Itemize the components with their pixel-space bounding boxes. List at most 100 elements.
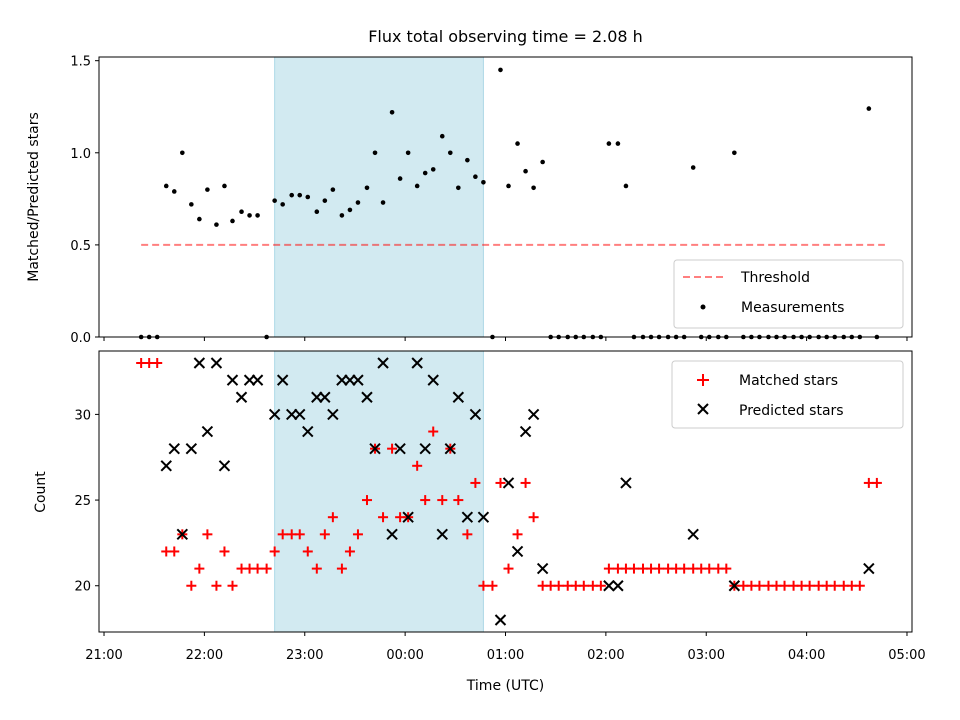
measurement-point — [222, 183, 227, 189]
predicted-stars-point — [444, 442, 457, 455]
matched-stars-point — [428, 426, 439, 437]
predicted-stars-point — [160, 460, 172, 472]
predicted-stars-point — [519, 425, 532, 438]
measurement-point — [322, 198, 328, 203]
predicted-stars-point — [394, 442, 406, 455]
matched-stars-point — [578, 580, 589, 591]
measurement-point — [606, 141, 612, 146]
matched-stars-point — [302, 546, 313, 557]
matched-stars-point — [194, 563, 205, 574]
matched-stars-point — [779, 580, 790, 591]
x-tick-label: 04:00 — [788, 648, 825, 663]
predicted-stars-point — [235, 391, 248, 403]
matched-stars-point — [453, 495, 464, 506]
measurement-point — [247, 213, 252, 218]
x-tick-label: 03:00 — [688, 648, 725, 663]
x-tick-label: 21:00 — [85, 648, 122, 663]
matched-stars-point — [412, 460, 423, 471]
measurement-point — [364, 185, 370, 191]
measurement-point — [189, 202, 194, 207]
measurement-point — [297, 192, 303, 198]
predicted-stars-point — [369, 442, 381, 455]
y-tick-label: 20 — [74, 580, 91, 595]
matched-stars-point — [829, 580, 840, 591]
predicted-stars-point — [251, 374, 264, 386]
measurement-point — [623, 183, 629, 189]
matched-stars-point — [854, 580, 865, 591]
predicted-stars-point — [176, 528, 189, 541]
legend-matched-swatch — [697, 374, 709, 386]
measurement-point — [473, 174, 478, 180]
count-panel: 21:00 22:00 23:00 00:00 01:00 02:00 03:00 04:00… — [33, 350, 926, 694]
predicted-stars-point — [218, 460, 231, 472]
x-tick-label: 23:00 — [286, 648, 323, 663]
matched-stars-point — [387, 443, 398, 454]
x-axis-label: Time (UTC) — [466, 678, 544, 694]
matched-stars-point — [269, 546, 280, 557]
measurement-point — [447, 150, 453, 156]
measurement-point — [405, 150, 411, 156]
matched-stars-point — [311, 563, 322, 574]
matched-stars-point — [478, 580, 489, 591]
matched-stars-point — [595, 580, 606, 591]
predicted-stars-point — [687, 528, 699, 541]
measurement-point — [523, 168, 528, 174]
predicted-stars-point — [268, 408, 281, 421]
matched-stars-point — [704, 563, 715, 574]
measurement-point — [615, 141, 621, 146]
count-y-axis-label: Count — [33, 471, 49, 513]
measurement-point — [330, 187, 336, 192]
predicted-stars-point — [536, 562, 549, 575]
measurement-point — [230, 218, 235, 224]
measurement-point — [732, 150, 737, 156]
predicted-stars-point — [361, 391, 373, 403]
matched-stars-point — [152, 357, 163, 368]
measurement-point — [456, 185, 461, 191]
matched-stars-point — [261, 563, 272, 574]
measurement-point — [498, 67, 503, 73]
predicted-stars-point — [419, 442, 431, 455]
measurement-point — [272, 198, 277, 203]
predicted-stars-point — [527, 408, 540, 421]
matched-stars-point — [277, 529, 288, 540]
predicted-stars-point — [461, 511, 474, 523]
measurement-point — [305, 194, 311, 200]
measurement-point — [163, 183, 169, 189]
measurement-point — [422, 170, 428, 176]
x-tick-label: 05:00 — [888, 648, 925, 663]
measurement-point — [690, 165, 696, 170]
matched-stars-point — [754, 580, 765, 591]
matched-stars-point — [654, 563, 665, 574]
predicted-stars-point — [386, 528, 398, 541]
matched-stars-point — [628, 563, 639, 574]
predicted-stars-point — [469, 408, 482, 421]
matched-stars-point — [378, 512, 389, 523]
predicted-stars-point — [352, 374, 364, 386]
x-tick-label: 01:00 — [487, 648, 524, 663]
predicted-stars-point — [319, 391, 331, 403]
predicted-stars-point — [411, 357, 423, 369]
predicted-stars-point — [294, 408, 306, 421]
matched-stars-point — [227, 580, 238, 591]
predicted-stars-point — [612, 580, 624, 592]
legend-matched-label: Matched stars — [739, 373, 838, 389]
measurement-point — [439, 133, 445, 139]
matched-stars-point — [679, 563, 690, 574]
measurement-point — [339, 213, 345, 218]
predicted-stars-point — [193, 357, 206, 369]
matched-stars-point — [327, 512, 338, 523]
measurement-point — [397, 176, 403, 181]
predicted-stars-point — [201, 425, 214, 438]
predicted-stars-point — [168, 442, 180, 455]
measurement-point — [239, 209, 244, 215]
predicted-stars-point — [436, 528, 448, 541]
chart-title: Flux total observing time = 2.08 h — [368, 27, 643, 46]
x-tick-label: 02:00 — [587, 648, 624, 663]
matched-stars-point — [352, 529, 363, 540]
y-tick-label: 0.0 — [70, 331, 91, 346]
legend-threshold-label: Threshold — [740, 270, 810, 286]
measurement-point — [180, 150, 185, 156]
matched-stars-point — [804, 580, 815, 591]
matched-stars-point — [512, 529, 523, 540]
